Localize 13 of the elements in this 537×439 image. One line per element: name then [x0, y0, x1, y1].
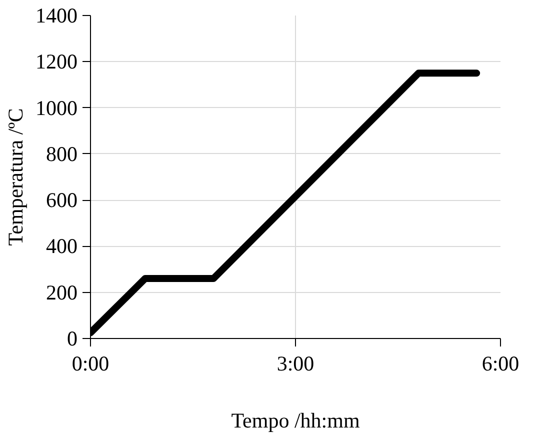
x-axis-title: Tempo /hh:mm	[231, 408, 360, 432]
x-tick-label: 6:00	[482, 352, 520, 376]
y-tick-label: 200	[46, 280, 78, 304]
y-tick-label: 1400	[36, 4, 78, 28]
y-tick-label: 1200	[36, 50, 78, 74]
x-tick-label: 3:00	[276, 352, 314, 376]
x-tick-label: 0:00	[72, 352, 110, 376]
y-tick-label: 400	[46, 234, 78, 258]
y-tick-label: 600	[46, 188, 78, 212]
y-axis-title: Temperatura /ºC	[4, 108, 28, 246]
y-tick-label: 1000	[36, 96, 78, 120]
y-tick-label: 800	[46, 142, 78, 166]
y-tick-label: 0	[67, 326, 78, 350]
